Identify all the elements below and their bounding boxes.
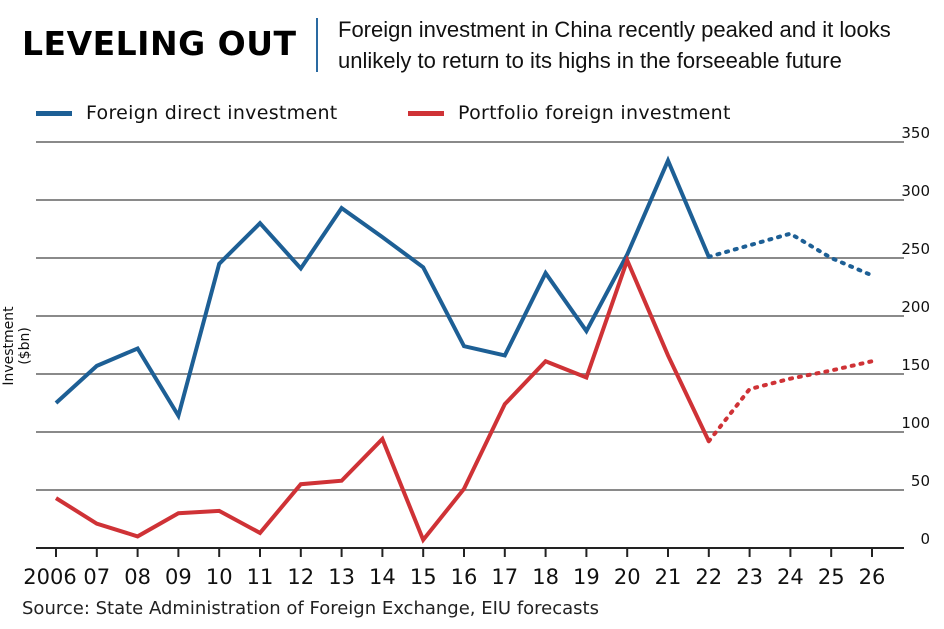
- y-tick-label: 200: [901, 298, 930, 316]
- x-axis: 2006 07 08 09 10 11 12 13 14 15 16 17 18 19 20 21 22 23 24…: [23, 547, 904, 589]
- x-tick-label: 09: [165, 565, 192, 589]
- series-line-portfolio-actual: [54, 254, 711, 544]
- x-tick-label: 26: [859, 565, 886, 589]
- grid-lines: [36, 141, 904, 491]
- source-note: Source: State Administration of Foreign …: [22, 598, 599, 619]
- chart-title: LEVELING OUT: [22, 24, 297, 63]
- title-separator: [316, 18, 318, 72]
- series-line-portfolio-forecast: [706, 359, 874, 444]
- x-tick-label: 21: [655, 565, 682, 589]
- y-tick-label: 100: [901, 414, 930, 432]
- y-tick-label: 50: [911, 472, 930, 490]
- y-tick-label: 350: [901, 124, 930, 142]
- x-tick-label: 18: [532, 565, 559, 589]
- series-lines: [54, 155, 874, 544]
- legend-swatch-fdi: [36, 110, 72, 116]
- x-tick-label: 17: [491, 565, 518, 589]
- x-tick-label: 23: [736, 565, 763, 589]
- y-tick-label: 0: [920, 530, 930, 548]
- y-tick-labels: 0 50 100 150 200 250 300 350: [901, 124, 930, 548]
- x-tick-label: 19: [573, 565, 600, 589]
- x-tick-label: 12: [287, 565, 314, 589]
- y-tick-label: 300: [901, 182, 930, 200]
- x-tick-label: 2006: [23, 565, 76, 589]
- x-tick-label: 08: [124, 565, 151, 589]
- x-tick-label: 20: [614, 565, 641, 589]
- x-tick-label: 16: [451, 565, 478, 589]
- x-tick-label: 22: [695, 565, 722, 589]
- legend-item-fdi: Foreign direct investment: [36, 102, 338, 124]
- x-tick-label: 24: [777, 565, 804, 589]
- series-line-fdi-actual: [54, 155, 711, 421]
- y-tick-label: 250: [901, 240, 930, 258]
- legend-item-portfolio: Portfolio foreign investment: [408, 102, 731, 124]
- legend-label-portfolio: Portfolio foreign investment: [458, 102, 731, 124]
- x-tick-label: 07: [83, 565, 110, 589]
- x-tick-label: 14: [369, 565, 396, 589]
- legend-label-fdi: Foreign direct investment: [86, 102, 338, 124]
- legend-swatch-portfolio: [408, 110, 444, 116]
- chart-subtitle: Foreign investment in China recently pea…: [338, 17, 891, 73]
- x-tick-label: 10: [206, 565, 233, 589]
- x-tick-label: 25: [818, 565, 845, 589]
- series-line-fdi-forecast: [706, 231, 874, 278]
- y-tick-label: 150: [901, 356, 930, 374]
- x-tick-label: 13: [328, 565, 355, 589]
- x-tick-label: 11: [247, 565, 274, 589]
- x-tick-label: 15: [410, 565, 437, 589]
